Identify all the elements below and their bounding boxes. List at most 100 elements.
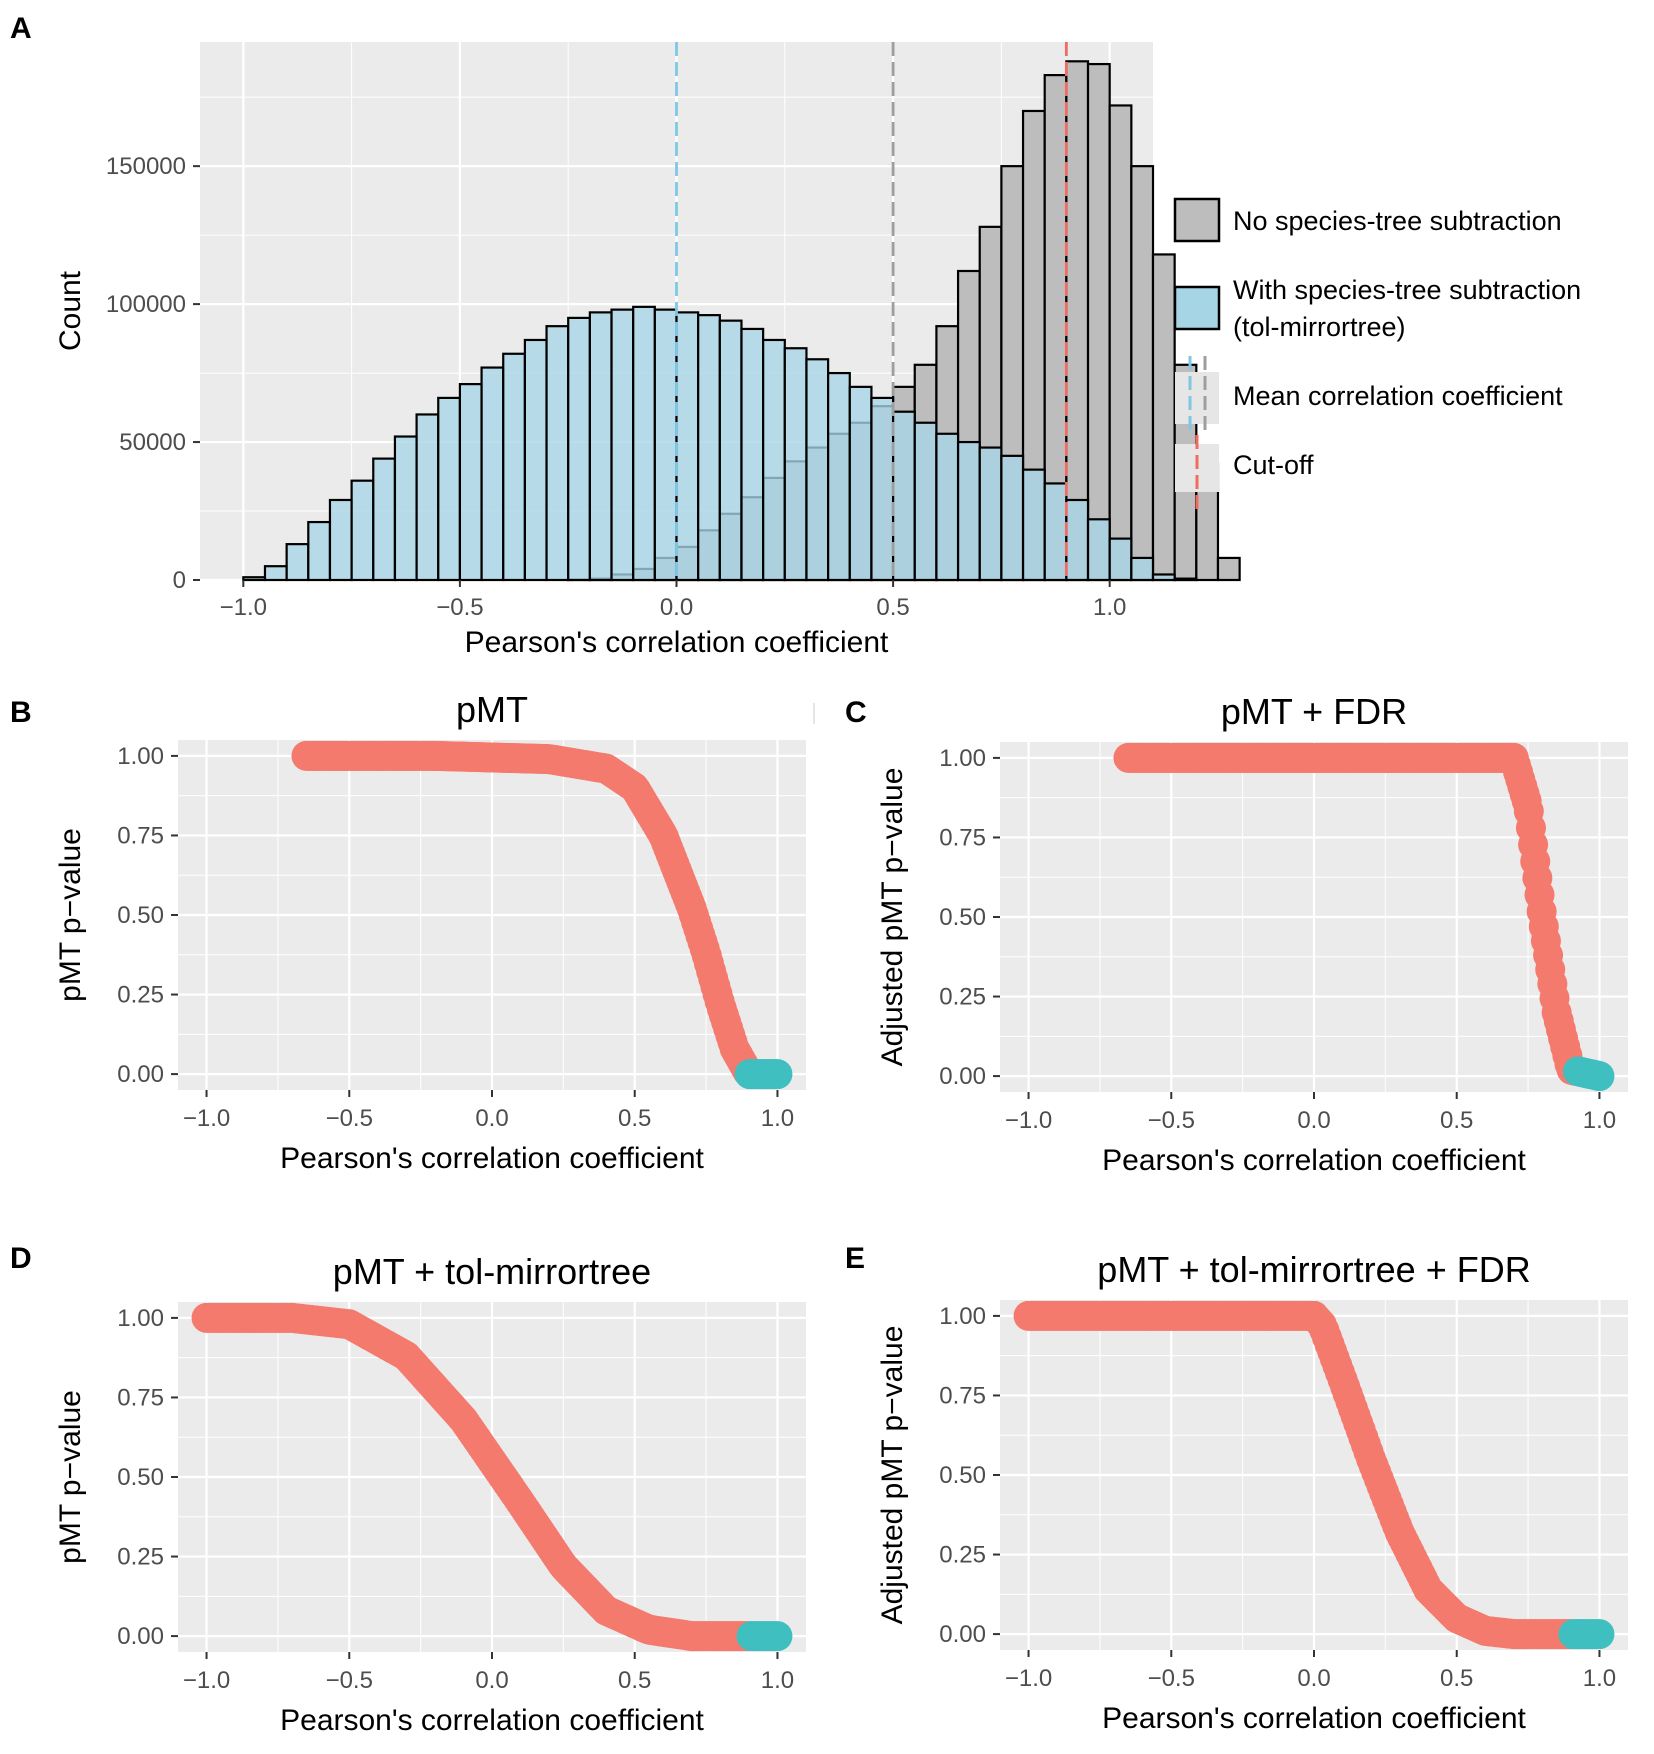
x-tick-label: 0.0 <box>1297 1665 1330 1692</box>
x-tick-label: 0.5 <box>618 1105 651 1132</box>
x-tick-label: −1.0 <box>183 1105 230 1132</box>
y-tick-label: 1.00 <box>939 745 986 772</box>
x-tick-label: 0.5 <box>618 1667 651 1694</box>
x-tick-label: −1.0 <box>1005 1107 1052 1134</box>
histogram-bar-with-subtraction <box>523 338 548 582</box>
plot-b-x-axis-title: Pearson's correlation coefficient <box>280 1142 704 1175</box>
histogram-bar-with-subtraction <box>978 446 1003 582</box>
histogram-bar-with-subtraction <box>718 319 743 582</box>
histogram-bar-no-subtraction <box>1130 165 1155 582</box>
x-tick-label: 0.0 <box>475 1105 508 1132</box>
panel-letter-d: D <box>10 1242 32 1275</box>
plot-a-x-axis-title: Pearson's correlation coefficient <box>465 626 889 659</box>
histogram-bar-with-subtraction <box>480 366 505 582</box>
histogram-bar-with-subtraction <box>458 383 483 582</box>
histogram-bar-with-subtraction <box>350 479 375 582</box>
panel-d: −1.0 −0.5 0.0 0.5 1.0 0.00 0.25 0.50 0.75 1.00 pMT… <box>54 1251 806 1737</box>
histogram-bar-with-subtraction <box>1086 518 1111 582</box>
histogram-bar-with-subtraction <box>1151 573 1176 582</box>
histogram-bar-with-subtraction <box>783 347 808 582</box>
significant-point <box>1584 1619 1615 1650</box>
x-tick-label: −0.5 <box>326 1105 373 1132</box>
histogram-bar-with-subtraction <box>328 498 353 582</box>
histogram-bar-with-subtraction <box>545 325 570 582</box>
y-tick-label: 0.75 <box>117 822 164 849</box>
histogram-bar-with-subtraction <box>632 305 656 582</box>
histogram-bar-with-subtraction <box>610 308 635 582</box>
histogram-bar-with-subtraction <box>1043 482 1068 582</box>
histogram-bar-with-subtraction <box>653 308 678 582</box>
y-tick-label: 0.75 <box>939 824 986 851</box>
legend-label-mean: Mean correlation coefficient <box>1233 381 1563 411</box>
y-tick-label: 0.25 <box>939 1542 986 1569</box>
histogram-bar-with-subtraction <box>415 413 440 582</box>
x-tick-label: −0.5 <box>436 594 483 621</box>
histogram-bar-with-subtraction <box>848 385 873 582</box>
histogram-bar-with-subtraction <box>437 396 462 582</box>
x-tick-label: −0.5 <box>1148 1665 1195 1692</box>
histogram-bar-with-subtraction <box>675 311 700 582</box>
x-tick-label: 0.5 <box>1440 1665 1473 1692</box>
plot-c-x-axis-title: Pearson's correlation coefficient <box>1102 1144 1526 1177</box>
histogram-bar-with-subtraction <box>263 565 288 582</box>
panel-e: −1.0 −0.5 0.0 0.5 1.0 0.00 0.25 0.50 0.75 1.00 pMT… <box>876 1249 1628 1735</box>
histogram-bar-with-subtraction <box>1130 556 1155 582</box>
y-tick-label: 1.00 <box>117 743 164 770</box>
y-tick-label: 0 <box>173 567 186 594</box>
panel-b: −1.0 −0.5 0.0 0.5 1.0 0.00 0.25 0.50 0.75 1.00 pMT… <box>54 689 806 1175</box>
y-tick-label: 0.75 <box>117 1384 164 1411</box>
legend-label-cutoff: Cut-off <box>1233 450 1314 480</box>
panel-a: A −1.0 −0.5 0.0 0.5 1.0 0 50000 100000 150000 Pe… <box>10 12 1241 659</box>
legend: No species-tree subtraction With species… <box>1173 197 1581 515</box>
histogram-bar-with-subtraction <box>372 457 397 582</box>
histogram-bar-with-subtraction <box>870 396 895 582</box>
y-tick-label: 0.00 <box>939 1621 986 1648</box>
histogram-bar-with-subtraction <box>891 410 916 582</box>
x-tick-label: −1.0 <box>1005 1665 1052 1692</box>
panel-letter-e: E <box>845 1242 865 1275</box>
y-tick-label: 0.75 <box>939 1382 986 1409</box>
histogram-bar-with-subtraction <box>740 327 765 582</box>
x-tick-label: 1.0 <box>1093 594 1126 621</box>
plot-a-y-axis-title: Count <box>54 270 87 351</box>
y-tick-label: 0.00 <box>117 1061 164 1088</box>
legend-key-mean-bg <box>1175 372 1219 424</box>
y-tick-label: 0.00 <box>939 1063 986 1090</box>
y-tick-label: 0.25 <box>117 1544 164 1571</box>
histogram-bar-with-subtraction <box>935 432 960 582</box>
legend-label-no-subtraction: No species-tree subtraction <box>1233 206 1562 236</box>
plot-d-y-axis-title: pMT p−value <box>54 1390 87 1564</box>
histogram-bar-with-subtraction <box>393 435 418 582</box>
histogram-bar-with-subtraction <box>588 311 613 582</box>
panel-letter-a: A <box>10 12 32 45</box>
x-tick-label: −0.5 <box>326 1667 373 1694</box>
y-tick-label: 0.00 <box>117 1623 164 1650</box>
x-tick-label: 0.0 <box>660 594 693 621</box>
y-tick-label: 0.50 <box>117 902 164 929</box>
histogram-bar-no-subtraction <box>1108 104 1133 582</box>
y-tick-label: 0.50 <box>939 1462 986 1489</box>
histogram-bar-with-subtraction <box>805 358 830 582</box>
significant-point <box>1584 1061 1615 1092</box>
x-tick-label: 1.0 <box>1583 1665 1616 1692</box>
histogram-bar-with-subtraction <box>956 440 981 582</box>
histogram-bar-with-subtraction <box>1108 537 1133 582</box>
plot-c-y-axis-title: Adjusted pMT p−value <box>876 768 909 1067</box>
x-tick-label: 1.0 <box>761 1667 794 1694</box>
x-tick-label: 1.0 <box>1583 1107 1616 1134</box>
histogram-bar-with-subtraction <box>285 543 310 582</box>
y-tick-label: 0.50 <box>117 1464 164 1491</box>
plot-a-reference-lines <box>675 42 1068 580</box>
x-tick-label: −1.0 <box>220 594 267 621</box>
y-tick-label: 0.50 <box>939 904 986 931</box>
x-tick-label: −0.5 <box>1148 1107 1195 1134</box>
plot-a-ticks: −1.0 −0.5 0.0 0.5 1.0 0 50000 100000 150000 <box>106 153 1126 621</box>
histogram-bar-with-subtraction <box>697 314 721 582</box>
plot-a-bars <box>242 60 1241 582</box>
y-tick-label: 100000 <box>106 291 186 318</box>
histogram-bar-with-subtraction <box>1173 577 1198 582</box>
histogram-bar-with-subtraction <box>242 576 267 582</box>
histogram-bar-with-subtraction <box>1000 454 1025 582</box>
legend-key-with-subtraction <box>1173 285 1221 331</box>
